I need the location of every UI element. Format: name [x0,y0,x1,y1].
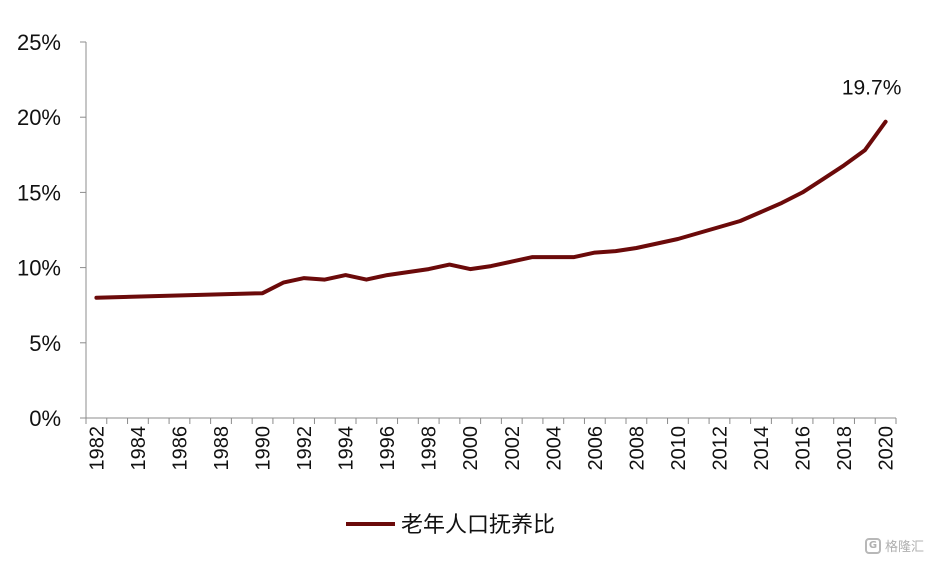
y-tick-label: 10% [17,256,61,281]
y-tick-label: 5% [29,331,61,356]
y-tick-label: 25% [17,30,61,55]
x-axis: 1982 1984 1986 1988 1990 1992 1994 1996 1998 2000… [85,417,898,471]
series-line [94,119,888,300]
x-tick-label: 2016 [793,426,815,471]
legend: 老年人口抚养比 [346,513,555,538]
annotation-layer: 19.7% [842,77,902,100]
x-tick-label: 2012 [709,426,731,471]
x-tick-label: 2010 [668,426,690,471]
y-axis: 0% 5% 10% 15% 20% 25% [17,30,87,431]
x-tick-label: 1990 [253,426,275,471]
x-tick-label: 1982 [86,426,108,471]
x-tick-label: 2018 [834,426,856,471]
x-tick-label: 1988 [211,426,233,471]
x-tick-label: 1994 [336,426,358,471]
x-tick-label: 1998 [419,426,441,471]
y-tick-label: 20% [17,105,61,130]
y-tick-label: 15% [17,180,61,205]
x-tick-label: 2004 [543,426,565,471]
x-tick-label: 1996 [377,426,399,471]
watermark-logo-icon: G [864,537,881,554]
x-tick-label: 2008 [626,426,648,471]
x-tick-label: 1992 [294,426,316,471]
data-label: 19.7% [842,77,902,100]
x-tick-label: 2014 [751,426,773,471]
x-tick-label: 1984 [128,426,150,471]
series-layer [94,119,888,300]
x-tick-label: 2020 [876,426,898,471]
x-tick-label: 2000 [460,426,482,471]
x-tick-label: 1986 [169,426,191,471]
legend-label: 老年人口抚养比 [401,513,555,538]
watermark: G 格隆汇 [864,536,924,555]
x-tick-label: 2006 [585,426,607,471]
y-tick-label: 0% [29,406,61,431]
x-tick-label: 2002 [502,426,524,471]
watermark-text: 格隆汇 [884,540,924,555]
